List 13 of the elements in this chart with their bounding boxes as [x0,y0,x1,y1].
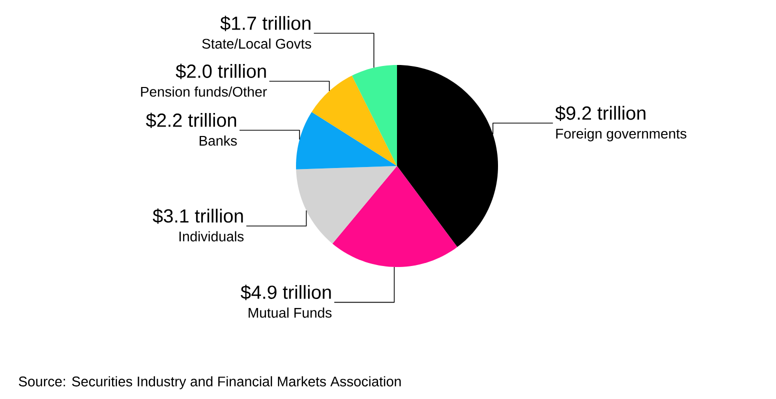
source-note: Source: Securities Industry and Financial Markets Association [18,376,401,390]
slice-label: Individuals [179,231,244,242]
slice-label: Foreign governments [556,128,686,142]
data-label: $1.7 trillion [220,16,310,32]
data-label: $3.1 trillion [152,208,243,224]
data-label: $4.9 trillion [240,284,331,300]
data-label: $2.2 trillion [146,112,236,128]
data-label: $9.2 trillion [555,106,646,121]
data-label: $2.0 trillion [176,64,266,80]
slice-label: Pension funds/Other [141,86,267,97]
slice-label: Banks [200,135,237,146]
slice-label: State/Local Govts [202,38,312,49]
slice-label: Mutual Funds [248,307,332,318]
